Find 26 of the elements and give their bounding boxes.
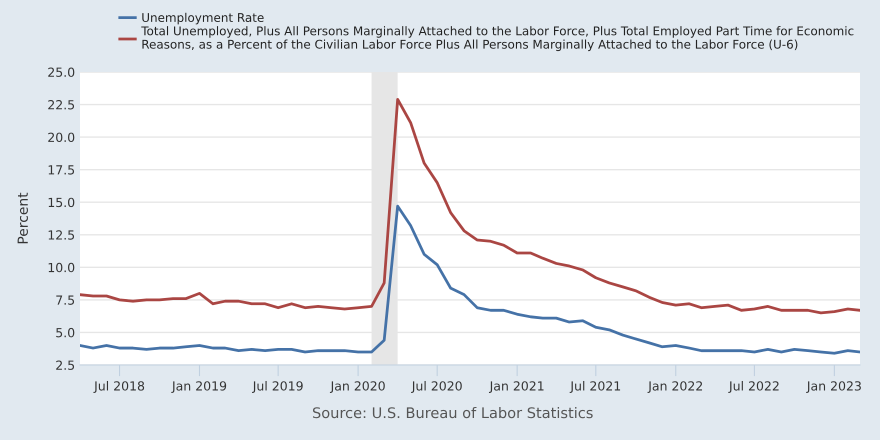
y-axis-title: Percent — [18, 192, 28, 244]
x-tick-label: Jan 2023 — [806, 381, 861, 393]
y-tick-label: 7.5 — [56, 296, 74, 305]
line-series — [80, 204, 860, 355]
line-series — [80, 98, 860, 314]
y-tick-label: 20.0 — [48, 132, 74, 142]
x-tick-label: Jan 2022 — [648, 381, 702, 393]
y-tick-label: 10.0 — [48, 262, 74, 272]
legend-label: Unemployment Rate — [142, 12, 264, 24]
x-tick-label: Jul 2020 — [411, 380, 462, 393]
x-tick-label: Jul 2019 — [252, 380, 303, 393]
y-tick-label: 15.0 — [48, 198, 74, 208]
x-tick-label: Jan 2020 — [330, 381, 385, 393]
y-tick-label: 22.5 — [48, 100, 74, 110]
y-tick-label: 25.0 — [48, 67, 74, 77]
x-tick-label: Jul 2018 — [93, 380, 144, 393]
x-tick-label: Jul 2022 — [728, 380, 779, 393]
x-tick-label: Jan 2019 — [171, 381, 226, 393]
y-tick-label: 2.5 — [56, 360, 74, 370]
y-tick-label: 5.0 — [56, 328, 74, 338]
x-tick-label: Jan 2021 — [488, 381, 544, 393]
y-tick-label: 17.5 — [48, 165, 74, 175]
x-tick-label: Jul 2021 — [570, 380, 620, 393]
legend-label: Total Unemployed, Plus All Persons Marginally Attached to the Labor Force, Plus Total Employed Part Time for Economic Reasons, as a Percent of the Civilian Labor Force Plus All Persons Marginally Attached to the Labor Force (U-6) — [141, 26, 854, 52]
source-note: Source: U.S. Bureau of Labor Statistics — [312, 406, 593, 418]
y-tick-label: 12.5 — [48, 230, 74, 240]
